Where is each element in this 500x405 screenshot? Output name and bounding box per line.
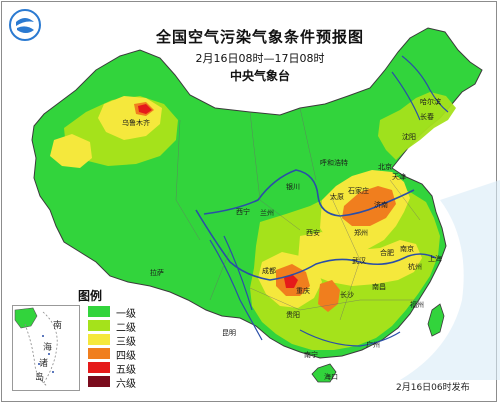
map-title: 全国空气污染气象条件预报图 [155,28,364,46]
issue-time: 2月16日06时发布 [396,383,470,393]
city-label: 杭州 [408,263,422,271]
legend-item: 六级 [88,376,148,390]
legend-label: 二级 [116,323,136,334]
city-label: 成都 [262,267,276,275]
city-label: 重庆 [296,287,310,295]
legend-swatch [88,348,110,359]
issuing-agency: 中央气象台 [229,69,290,83]
legend-title: 图例 [78,289,103,303]
legend-item: 五级 [88,362,148,376]
legend-swatch [88,376,110,387]
level3-central [298,232,422,286]
city-label: 济南 [374,201,388,209]
cma-logo [9,9,41,41]
inset-map [14,307,58,387]
inset-label: 南 [53,321,63,331]
inset-label: 岛 [35,373,45,383]
city-label: 沈阳 [402,133,416,141]
city-label: 昆明 [222,329,236,337]
city-label: 拉萨 [150,269,164,277]
city-label: 呼和浩特 [320,159,348,167]
city-label: 福州 [410,301,424,309]
legend-swatch [88,320,110,331]
legend-swatch [88,334,110,345]
legend-label: 三级 [116,337,136,348]
legend-label: 一级 [116,309,136,320]
legend-label: 四级 [116,351,136,362]
legend-item: 一级 [88,306,148,320]
city-label: 南宁 [304,351,318,359]
province-borders [175,107,421,321]
city-label: 乌鲁木齐 [122,119,150,127]
southwest-rivers [209,235,401,347]
city-label: 石家庄 [348,187,369,195]
legend-item: 三级 [88,334,148,348]
level5-xinjiang [138,104,152,114]
hainan-island [311,363,337,383]
city-label: 长春 [420,113,434,121]
yangtze-river [195,209,437,281]
city-label: 郑州 [354,229,368,237]
forecast-period: 2月16日08时—17日08时 [195,52,325,65]
city-label: 西安 [306,229,320,237]
city-label: 南昌 [372,283,386,291]
legend-item: 四级 [88,348,148,362]
city-label: 广州 [366,341,380,349]
northeast-rivers [391,55,449,121]
yellow-river [203,169,415,217]
city-label: 贵阳 [286,311,300,319]
legend-label: 六级 [116,379,136,390]
city-label: 南京 [400,245,414,253]
city-label: 上海 [428,255,442,263]
ocean-shade [400,180,500,380]
city-label: 天津 [392,173,406,181]
inset-label: 诸 [39,359,49,369]
city-label: 西宁 [236,208,250,216]
level2-northeast [378,92,456,160]
level4-hebei-henan [342,186,396,226]
city-label: 合肥 [380,249,394,257]
legend-swatch [88,306,110,317]
legend-label: 五级 [116,365,136,376]
level5-sichuan [284,274,298,288]
taiwan-island [427,303,445,337]
city-label: 哈尔滨 [420,98,441,106]
inset-label: 海 [43,343,53,353]
city-label: 长沙 [340,291,354,299]
level3-tarim [50,134,92,168]
city-label: 兰州 [260,209,274,217]
legend-item: 二级 [88,320,148,334]
city-label: 海口 [324,373,338,381]
legend-swatch [88,362,110,373]
city-label: 太原 [330,193,344,201]
city-label: 武汉 [352,257,366,265]
south-china-sea-inset: 南 海 诸 岛 [12,305,80,391]
city-label: 银川 [286,183,300,191]
city-label: 北京 [378,163,392,171]
